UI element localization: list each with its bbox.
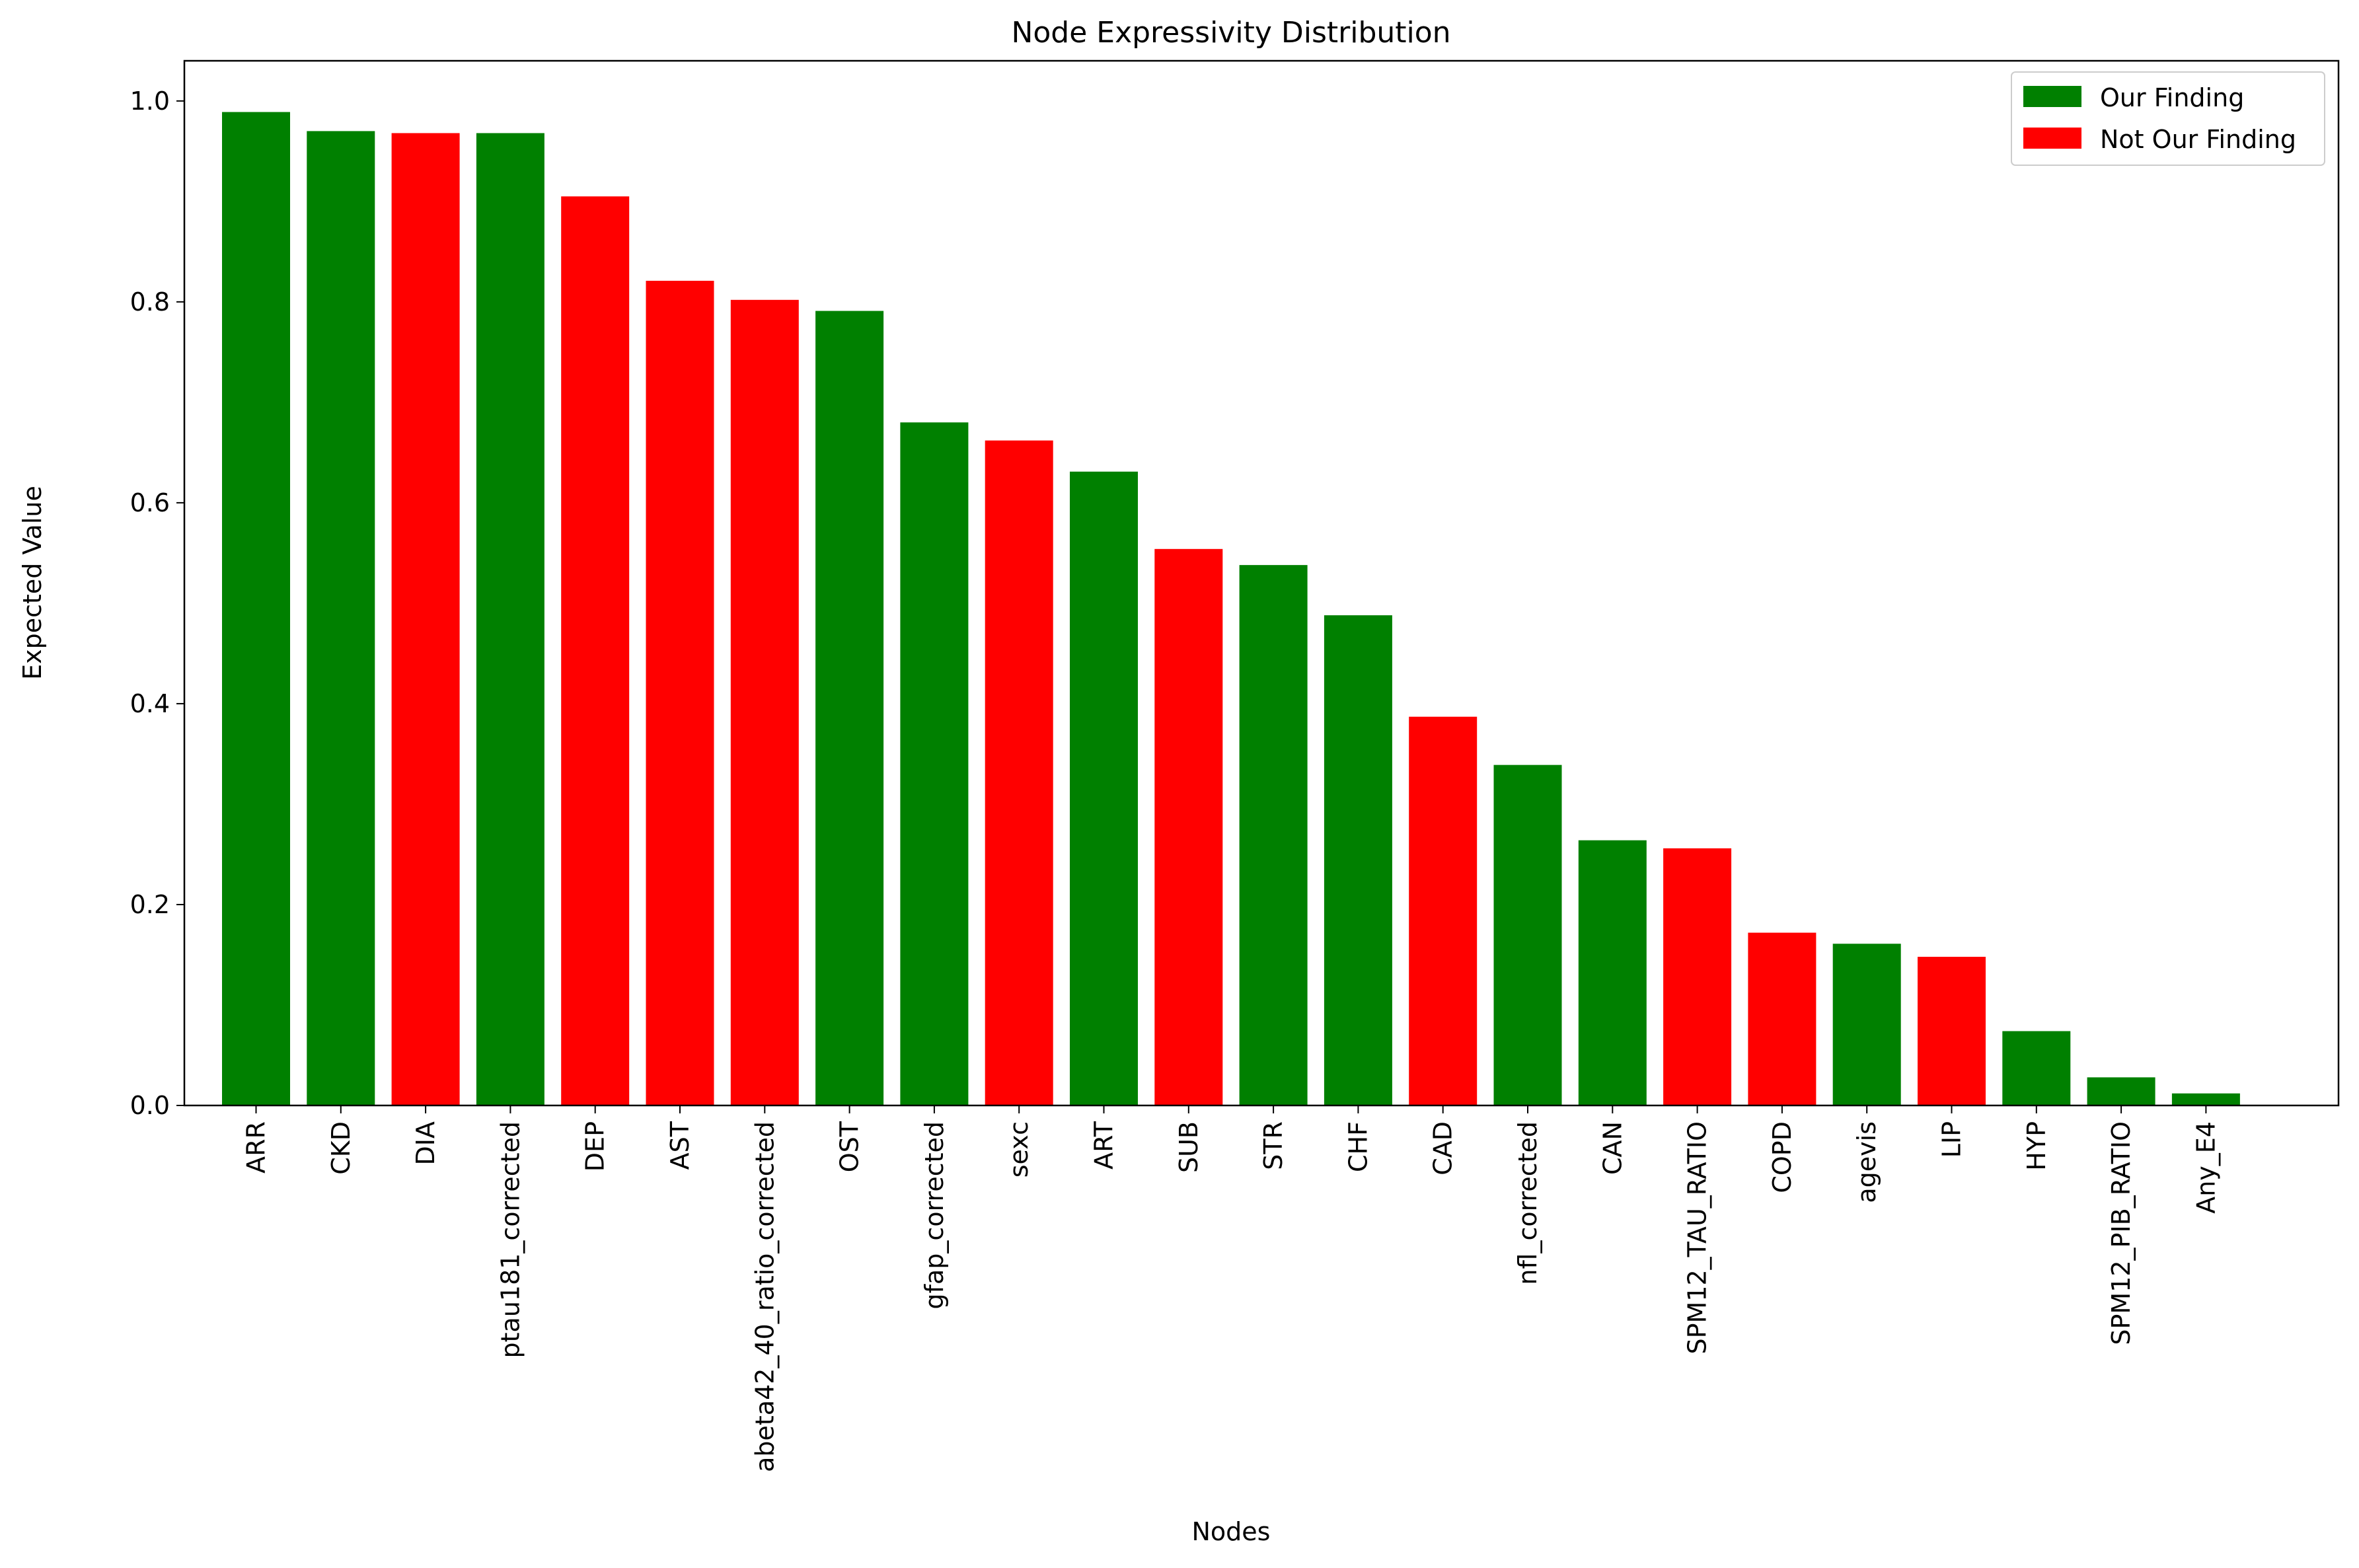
legend-label-not-our-finding: Not Our Finding: [2100, 125, 2296, 154]
x-tick-label: CAD: [1429, 1121, 1458, 1176]
legend-swatch-not-our-finding: [2023, 128, 2081, 149]
x-axis-label: Nodes: [1192, 1517, 1271, 1546]
x-tick-label: DEP: [581, 1121, 610, 1172]
y-tick-label: 0.0: [130, 1091, 170, 1120]
x-tick-label: gfap_corrected: [920, 1121, 949, 1309]
bar-dep: [561, 196, 630, 1105]
bar-spm12-tau-ratio: [1663, 848, 1732, 1105]
y-tick-label: 0.6: [130, 488, 170, 517]
x-tick-label: sexc: [1004, 1121, 1033, 1177]
x-tick-label: SPM12_PIB_RATIO: [2107, 1121, 2136, 1345]
bar-arr: [222, 112, 290, 1106]
bar-hyp: [2002, 1031, 2071, 1105]
x-tick-label: COPD: [1768, 1121, 1797, 1193]
x-tick-label: nfl_corrected: [1513, 1121, 1542, 1285]
x-tick-label: ARR: [242, 1121, 271, 1174]
bar-ast: [646, 280, 714, 1105]
x-tick-label: SUB: [1174, 1121, 1203, 1173]
bar-str: [1239, 565, 1308, 1105]
bar-lip: [1918, 957, 1986, 1105]
bar-abeta42-40-ratio-corrected: [730, 299, 799, 1105]
x-tick-label: CHF: [1343, 1121, 1372, 1172]
x-tick-label: AST: [665, 1121, 694, 1170]
x-tick-label: CAN: [1598, 1121, 1627, 1175]
y-axis-label: Expected Value: [18, 486, 47, 680]
bar-agevis: [1832, 944, 1901, 1105]
x-tick-label: DIA: [411, 1121, 440, 1165]
plot-frame: [183, 59, 2340, 1107]
bar-nfl-corrected: [1493, 765, 1562, 1105]
bar-gfap-corrected: [900, 422, 969, 1105]
bars-layer: [222, 112, 2240, 1106]
x-tick-label: ART: [1090, 1121, 1119, 1170]
x-tick-label: Any_E4: [2191, 1121, 2220, 1214]
y-axis: 0.0 0.2 0.4 0.6 0.8 1.0: [130, 87, 184, 1120]
chart-title: Node Expressivity Distribution: [1011, 16, 1450, 50]
y-tick-label: 0.8: [130, 287, 170, 317]
bar-copd: [1748, 932, 1816, 1105]
legend-swatch-our-finding: [2023, 86, 2081, 107]
y-tick-label: 0.4: [130, 689, 170, 718]
legend: Our Finding Not Our Finding: [2011, 71, 2325, 166]
x-tick-label: STR: [1259, 1121, 1288, 1170]
bar-spm12-pib-ratio: [2087, 1077, 2155, 1105]
y-tick-label: 1.0: [130, 87, 170, 116]
bar-ost: [815, 311, 884, 1106]
x-tick-label: OST: [835, 1121, 864, 1172]
bar-cad: [1409, 716, 1478, 1105]
x-tick-label: HYP: [2022, 1121, 2051, 1171]
x-axis: ARR CKD DIA ptau181_corrected DEP AST abeta42_…: [242, 1105, 2220, 1472]
y-tick-label: 0.2: [130, 890, 170, 919]
x-tick-label: agevis: [1852, 1121, 1881, 1203]
bar-sub: [1154, 548, 1223, 1105]
legend-frame: [2011, 71, 2325, 166]
bar-art: [1070, 471, 1138, 1105]
bar-ckd: [307, 131, 375, 1106]
bar-ptau181-corrected: [476, 133, 544, 1105]
bar-can: [1578, 840, 1647, 1105]
bar-chf: [1324, 615, 1392, 1105]
x-tick-label: ptau181_corrected: [496, 1121, 525, 1358]
legend-label-our-finding: Our Finding: [2100, 83, 2244, 112]
bar-dia: [391, 133, 460, 1105]
x-tick-label: abeta42_40_ratio_corrected: [750, 1121, 779, 1472]
bar-any-e4: [2171, 1093, 2240, 1105]
x-tick-label: LIP: [1937, 1121, 1966, 1158]
x-tick-label: SPM12_TAU_RATIO: [1683, 1121, 1712, 1354]
bar-sexc: [985, 440, 1053, 1105]
x-tick-label: CKD: [326, 1121, 356, 1175]
